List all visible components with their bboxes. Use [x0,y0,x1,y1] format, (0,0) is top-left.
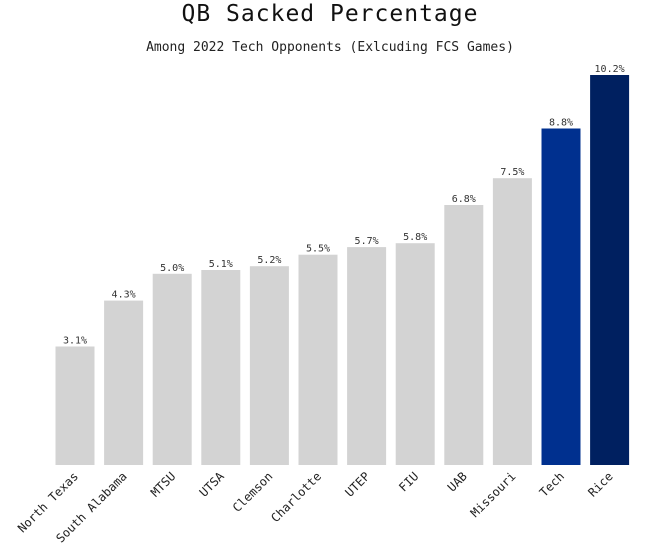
data-label: 5.7% [355,236,379,247]
bar-clemson [249,266,289,465]
x-tick-label: Rice [585,469,615,499]
bar-fiu [395,243,435,465]
x-tick-label: UTEP [342,469,372,499]
chart-subtitle: Among 2022 Tech Opponents (Exlcuding FCS… [146,40,514,55]
data-label: 5.8% [403,232,427,243]
data-label: 7.5% [500,167,524,178]
x-tick-label: UTSA [197,469,228,500]
x-tick-label: Missouri [468,469,519,520]
bar-south-alabama [104,300,144,465]
x-tick-label: MTSU [148,469,178,499]
data-label: 8.8% [549,118,573,129]
bar-mtsu [152,273,192,465]
data-label: 10.2% [595,64,625,75]
data-label: 6.8% [452,194,476,205]
bar-rice [590,75,630,465]
x-tick-label: FIU [396,469,421,494]
bar-utsa [201,270,241,465]
x-tick-label: Tech [537,469,567,499]
bar-missouri [492,178,532,465]
x-tick-label: Charlotte [268,469,324,525]
data-label: 5.0% [160,263,184,274]
bar-tech [541,128,581,465]
bar-utep [347,247,387,465]
data-label: 3.1% [63,336,87,347]
x-tick-label: UAB [445,469,470,494]
x-tick-label: Clemson [230,469,276,515]
data-label: 5.1% [209,259,233,270]
data-label: 5.5% [306,244,330,255]
bar-north-texas [55,346,95,465]
bar-charlotte [298,254,338,465]
chart-title: QB Sacked Percentage [181,1,479,27]
data-label: 5.2% [257,255,281,266]
bar-uab [444,205,484,465]
data-label: 4.3% [112,290,136,301]
